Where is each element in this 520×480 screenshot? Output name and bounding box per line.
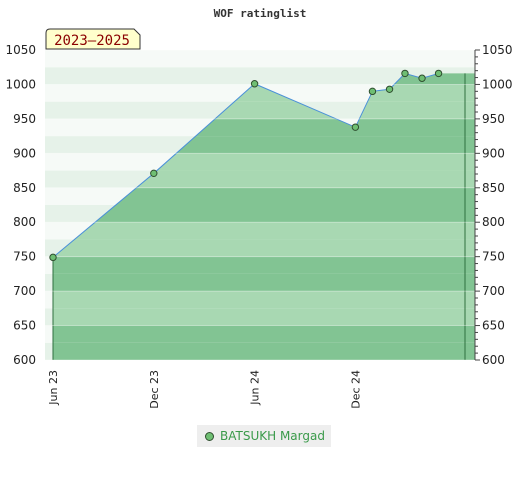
- y-tick-label-right: 700: [482, 284, 505, 298]
- y-tick-label-right: 950: [482, 112, 505, 126]
- y-tick-label-left: 1000: [5, 77, 36, 91]
- x-tick-label: Jun 23: [47, 370, 60, 406]
- chart-title: WOF ratinglist: [214, 7, 307, 20]
- gridlines: [45, 49, 475, 361]
- legend-series-label: BATSUKH Margad: [220, 429, 325, 443]
- y-tick-label-left: 700: [13, 284, 36, 298]
- y-tick-label-right: 600: [482, 353, 505, 367]
- data-point: [351, 123, 360, 131]
- data-point: [250, 80, 259, 88]
- area-band: [53, 205, 475, 223]
- legend-marker-icon: [205, 431, 214, 441]
- data-point: [385, 85, 394, 93]
- y-tick-label-left: 950: [13, 112, 36, 126]
- y-tick-label-left: 600: [13, 353, 36, 367]
- y-tick-label-left: 750: [13, 250, 36, 264]
- y-tick-label-right: 1000: [482, 77, 513, 91]
- data-point: [368, 87, 377, 96]
- bg-band: [45, 50, 475, 68]
- y-tick-label-right: 900: [482, 146, 505, 160]
- x-axis: Jun 23 Dec 23 Jun 24 Dec 24: [47, 370, 362, 409]
- data-point: [434, 69, 443, 78]
- y-tick-label-right: 650: [482, 319, 505, 333]
- x-tick-label: Dec 24: [349, 370, 362, 409]
- area-band: [53, 308, 475, 326]
- data-point: [418, 74, 426, 82]
- area-band: [53, 325, 475, 343]
- x-tick-label: Jun 24: [249, 370, 262, 406]
- area-band: [53, 342, 475, 360]
- area-band: [53, 239, 475, 257]
- y-tick-label-right: 1050: [482, 43, 513, 57]
- y-tick-label-left: 650: [13, 319, 36, 333]
- area-band: [53, 291, 475, 309]
- y-tick-label-left: 900: [13, 146, 36, 160]
- area-band: [53, 256, 475, 274]
- y-tick-label-right: 750: [482, 250, 505, 264]
- data-points: [49, 69, 443, 262]
- data-point: [401, 69, 409, 78]
- y-axis-left: 600 650 700 750 800 850 900 950 1000 1050: [5, 43, 36, 367]
- x-tick-label: Dec 23: [148, 370, 161, 409]
- y-tick-label-left: 1050: [5, 43, 36, 57]
- area-band: [53, 222, 475, 240]
- y-tick-label-right: 800: [482, 215, 505, 229]
- area-band: [53, 273, 475, 292]
- area-band: [53, 170, 475, 188]
- data-point: [150, 169, 158, 178]
- bg-band: [45, 67, 475, 85]
- y-tick-label-left: 800: [13, 215, 36, 229]
- area-band: [53, 187, 475, 205]
- y-tick-label-left: 850: [13, 181, 36, 195]
- data-point: [49, 253, 57, 262]
- y-axis-right: 600 650 700 750 800 850 900 950 1000 1050: [474, 43, 513, 367]
- period-badge: 2023–2025: [45, 28, 141, 50]
- y-tick-label-right: 850: [482, 181, 505, 195]
- period-label: 2023–2025: [54, 33, 130, 49]
- legend: BATSUKH Margad: [197, 425, 331, 447]
